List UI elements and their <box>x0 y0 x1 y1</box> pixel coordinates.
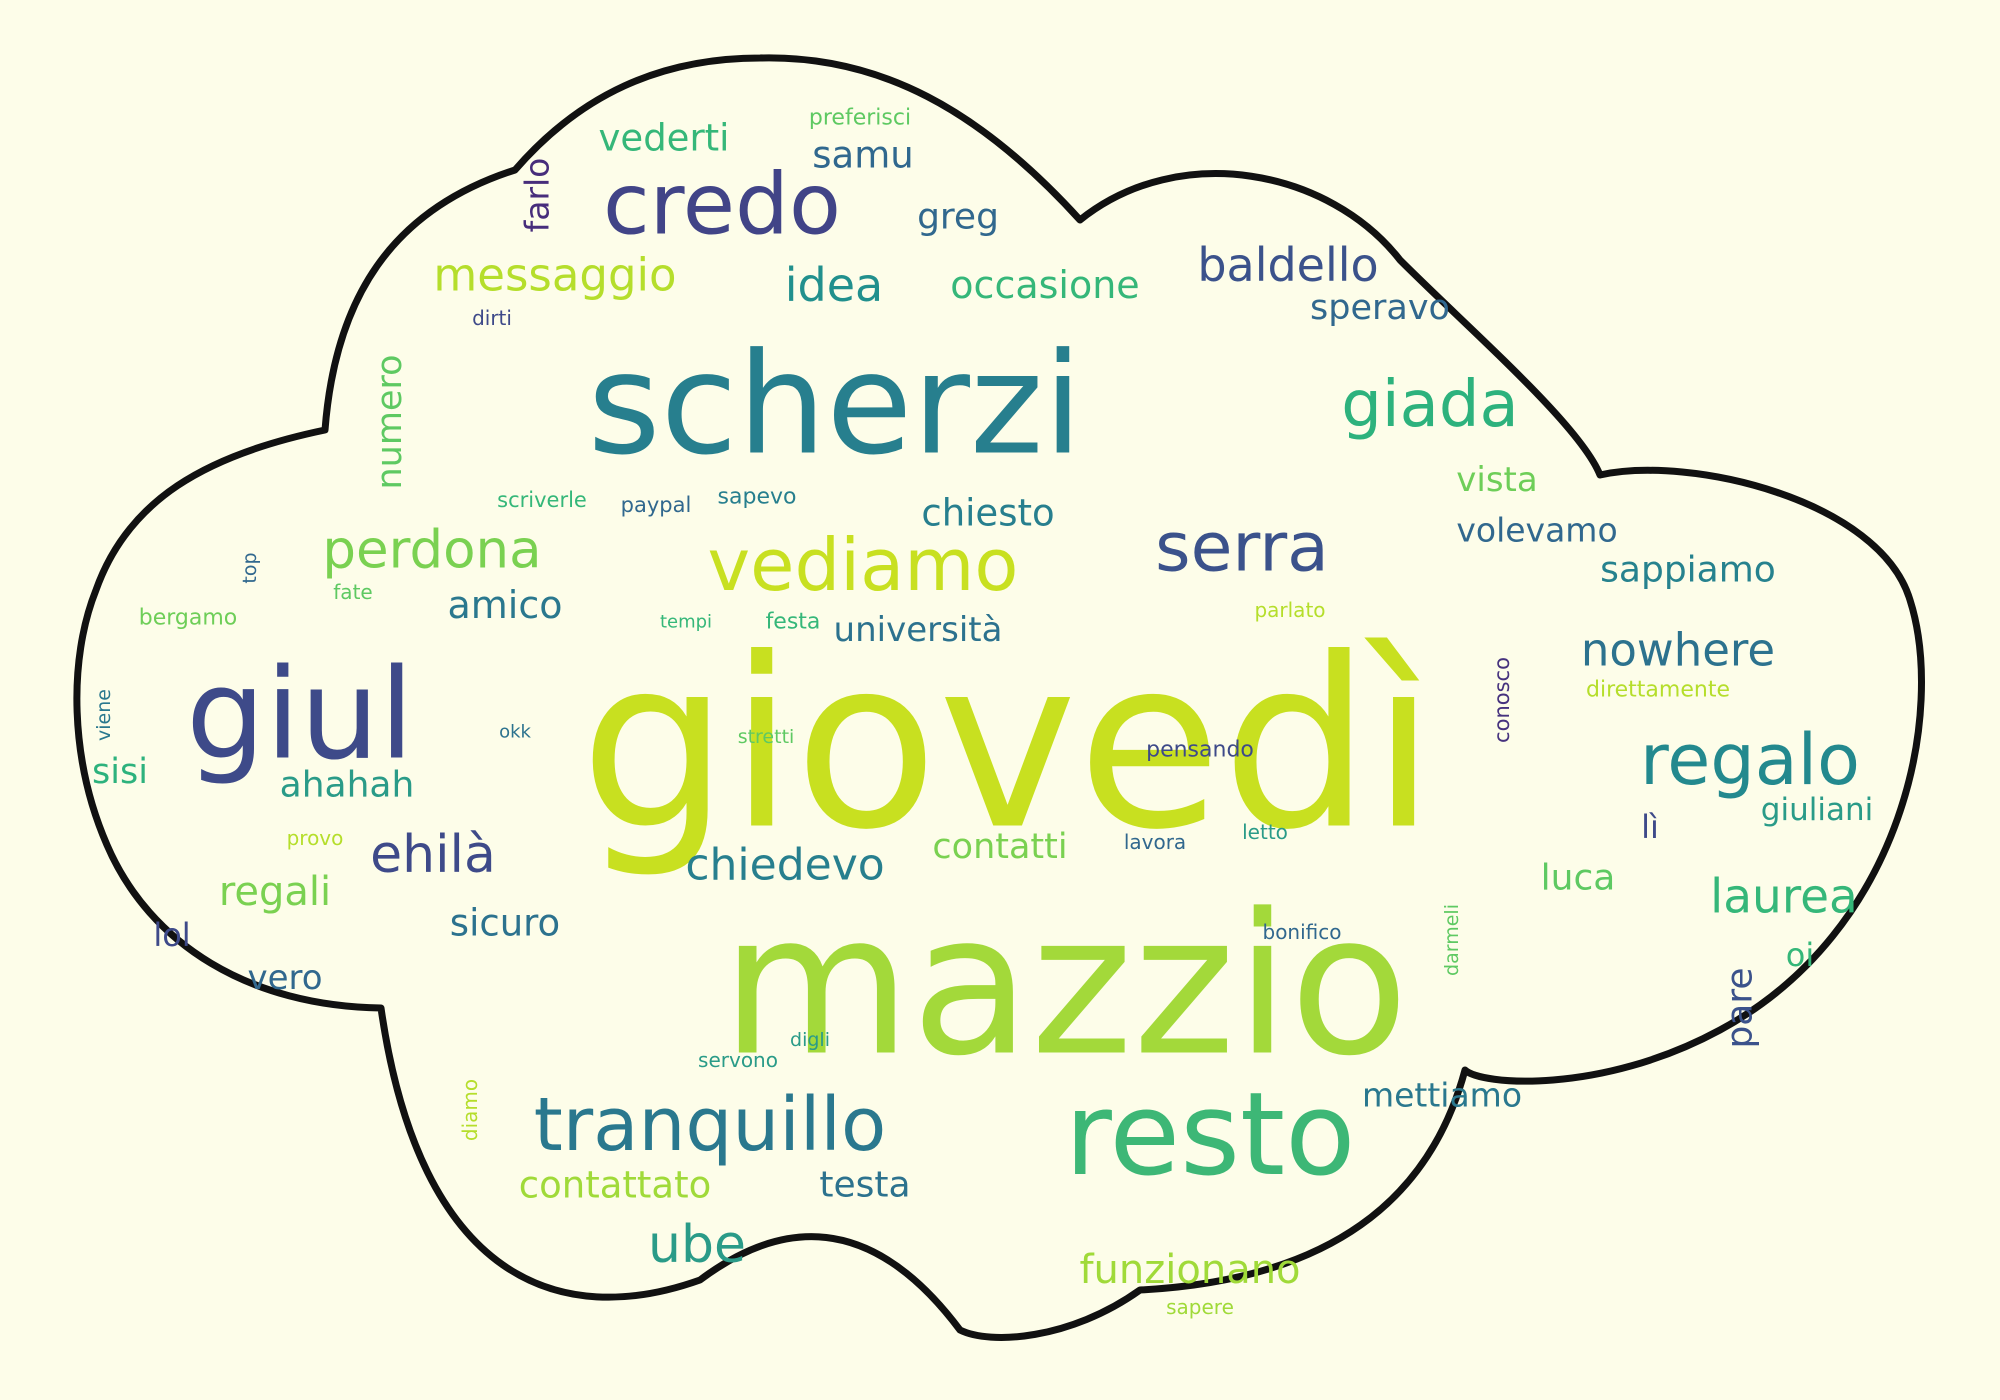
word-8: regalo <box>1640 719 1860 801</box>
word-65: pensando <box>1146 738 1254 763</box>
word-12: messaggio <box>433 249 676 302</box>
word-62: viene <box>93 689 115 741</box>
word-70: darmeli <box>1441 904 1463 976</box>
word-55: fate <box>333 580 372 604</box>
word-51: scriverle <box>497 488 587 512</box>
word-59: parlato <box>1254 598 1325 622</box>
word-5: credo <box>603 156 841 255</box>
word-71: digli <box>790 1029 830 1051</box>
word-64: stretti <box>738 726 795 748</box>
word-26: farlo <box>518 158 557 233</box>
word-31: volevamo <box>1456 511 1617 550</box>
word-15: ehilà <box>370 825 496 885</box>
word-44: vero <box>247 958 322 998</box>
word-43: sisi <box>92 752 148 792</box>
word-47: oi <box>1786 936 1814 974</box>
word-49: preferisci <box>809 106 911 131</box>
word-34: amico <box>447 583 562 627</box>
word-61: direttamente <box>1586 678 1730 703</box>
word-32: sappiamo <box>1600 550 1776 591</box>
word-11: perdona <box>322 520 541 581</box>
word-7: tranquillo <box>534 1082 887 1168</box>
word-39: testa <box>819 1165 910 1206</box>
word-46: pare <box>1720 967 1761 1048</box>
word-27: speravo <box>1310 288 1450 328</box>
word-6: vediamo <box>708 523 1019 607</box>
word-37: sicuro <box>450 902 560 945</box>
word-25: greg <box>917 197 999 238</box>
word-67: lavora <box>1124 830 1186 854</box>
word-35: contatti <box>932 827 1067 867</box>
word-3: resto <box>1065 1068 1356 1202</box>
word-73: diamo <box>458 1079 482 1141</box>
word-74: sapere <box>1166 1295 1234 1319</box>
word-23: vederti <box>599 117 730 160</box>
word-40: mettiamo <box>1362 1076 1522 1115</box>
word-45: lol <box>153 916 190 954</box>
word-56: bergamo <box>139 606 238 631</box>
word-48: lì <box>1641 808 1659 846</box>
word-57: tempi <box>660 612 712 633</box>
word-16: laurea <box>1710 870 1858 925</box>
word-28: numero <box>370 354 410 489</box>
word-13: chiedevo <box>685 840 884 891</box>
word-9: serra <box>1155 509 1329 588</box>
word-19: idea <box>785 258 883 312</box>
word-17: baldello <box>1197 238 1378 292</box>
word-63: okk <box>499 722 531 743</box>
word-68: letto <box>1242 820 1288 844</box>
word-53: sapevo <box>718 485 797 510</box>
word-58: festa <box>766 610 821 635</box>
word-66: provo <box>287 826 344 850</box>
word-52: paypal <box>621 493 692 517</box>
word-36: ahahah <box>280 765 415 806</box>
word-2: scherzi <box>588 324 1083 487</box>
word-20: ube <box>648 1215 746 1275</box>
word-24: samu <box>812 134 913 177</box>
word-21: regali <box>219 869 331 915</box>
word-0: giovedì <box>580 609 1436 882</box>
word-10: giada <box>1341 368 1518 442</box>
cloud-outline <box>73 54 1925 1341</box>
word-72: servono <box>698 1048 778 1072</box>
word-69: bonifico <box>1263 920 1342 944</box>
word-38: contattato <box>519 1164 711 1207</box>
word-42: giuliani <box>1761 792 1873 828</box>
word-22: occasione <box>950 263 1139 307</box>
word-50: dirti <box>472 306 512 330</box>
word-14: nowhere <box>1581 624 1775 677</box>
word-30: vista <box>1456 460 1537 500</box>
word-18: funzionano <box>1079 1247 1300 1293</box>
word-1: mazzio <box>721 872 1409 1099</box>
word-60: conosco <box>1490 657 1514 743</box>
word-54: top <box>239 552 261 583</box>
word-41: luca <box>1541 858 1616 899</box>
word-29: chiesto <box>921 492 1054 535</box>
word-33: università <box>834 610 1003 650</box>
word-4: giul <box>186 643 414 788</box>
